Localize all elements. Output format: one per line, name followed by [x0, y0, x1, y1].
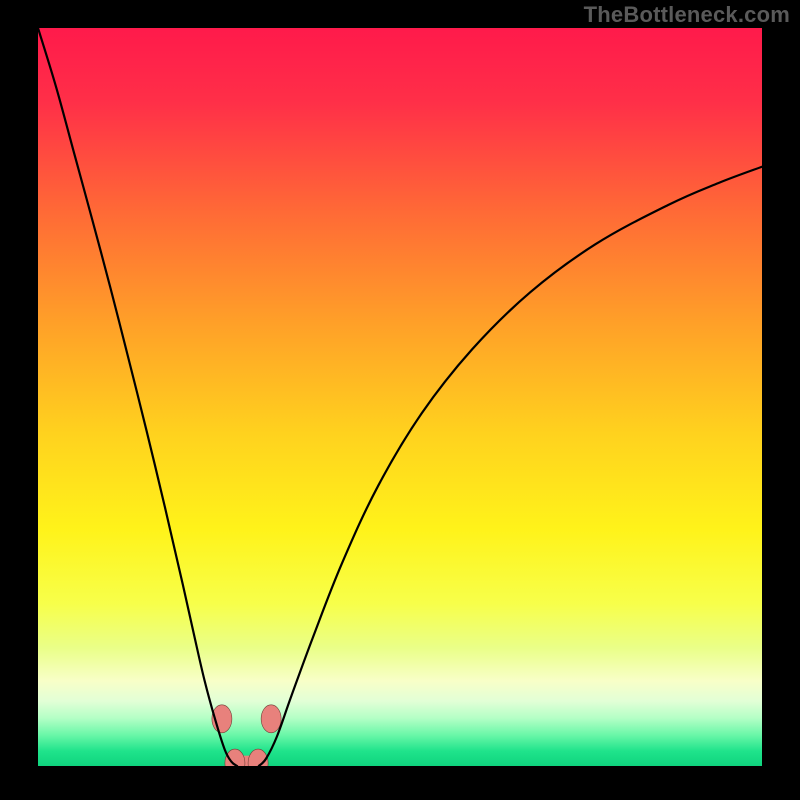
chart-container: TheBottleneck.com [0, 0, 800, 800]
plot-svg [0, 0, 800, 800]
curve-marker [261, 705, 281, 733]
watermark-text: TheBottleneck.com [584, 2, 790, 28]
plot-background-gradient [38, 28, 762, 766]
